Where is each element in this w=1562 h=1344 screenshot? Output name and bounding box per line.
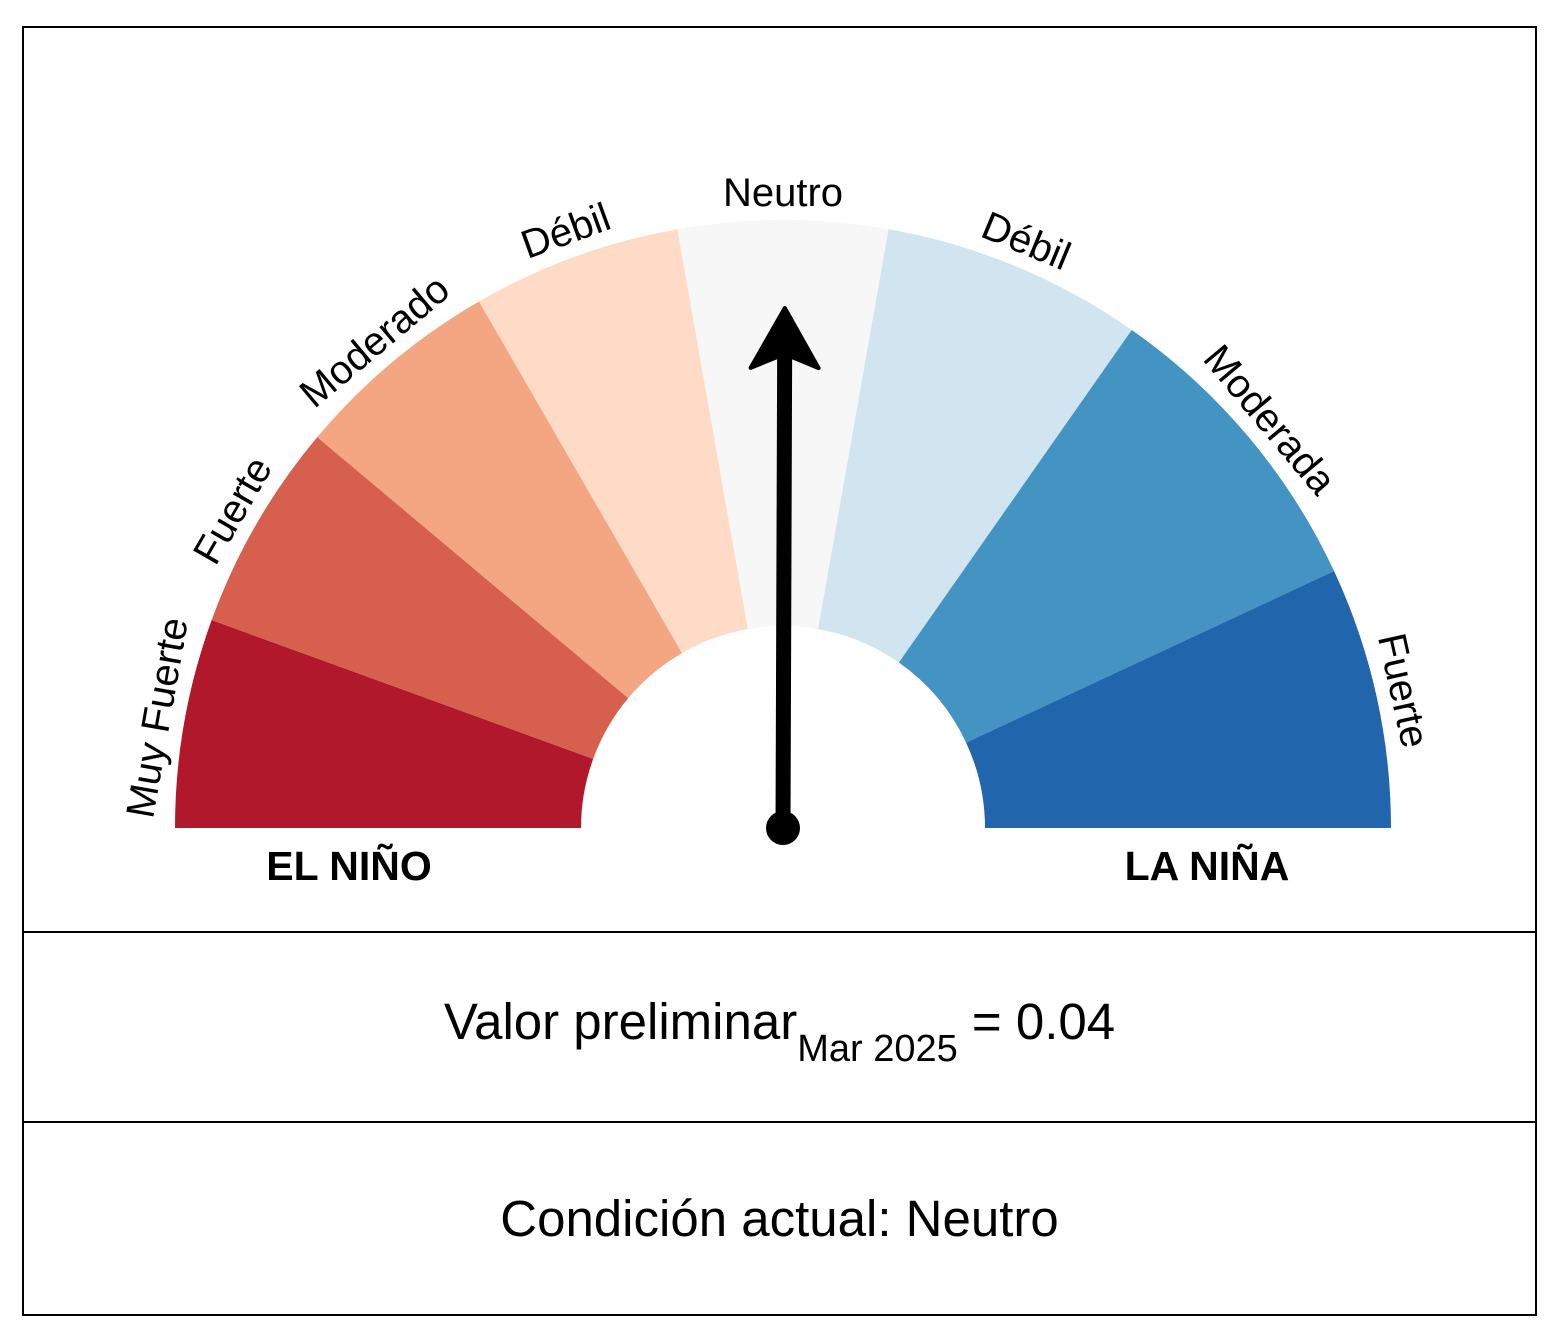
gauge-sector-3-moderado [317,301,682,699]
gauge-chart: Muy FuerteFuerteModeradoDébilNeutroDébil… [118,171,1437,889]
gauge-sector-1-muy-fuerte [175,620,594,828]
gauge-sector-7-moderada [898,329,1335,743]
value-subscript: Mar 2025 [797,1027,958,1070]
preliminary-value: Valor preliminarMar 2025 = 0.04 [443,992,1116,1070]
needle-pivot [766,811,800,845]
gauge-sector-4-debil [479,229,748,654]
el-nino-label: EL NIÑO [266,843,432,889]
gauge-panel: Muy Fuerte Fuerte Moderado Débil Neutro Débil… [24,28,1535,931]
la-nina-label: LA NIÑA [1125,843,1290,889]
needle-shaft [775,352,793,829]
value-panel: Valor preliminarMar 2025 = 0.04 [24,931,1535,1123]
needle-arrowhead [748,306,821,371]
gauge-sector-8-fuerte [966,571,1391,828]
value-prefix: Valor preliminar [443,992,798,1050]
value-suffix: = 0.04 [971,992,1116,1050]
gauge-sector-2-fuerte [211,437,629,759]
figure-frame: Muy Fuerte Fuerte Moderado Débil Neutro Débil… [22,26,1537,1316]
sector-label-5: Neutro [723,171,843,215]
current-condition: Condición actual: Neutro [500,1190,1059,1247]
gauge-sector-6-debil [818,229,1132,663]
condition-panel: Condición actual: Neutro [24,1123,1535,1314]
